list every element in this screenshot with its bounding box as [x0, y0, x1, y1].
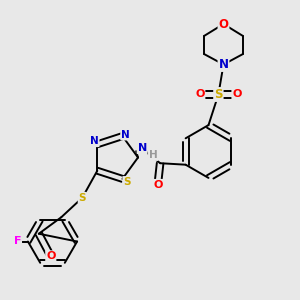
Text: S: S	[123, 177, 131, 187]
Text: S: S	[79, 193, 86, 203]
Text: N: N	[121, 130, 130, 140]
Text: O: O	[153, 180, 162, 190]
Text: N: N	[90, 136, 99, 146]
Text: H: H	[149, 150, 158, 160]
Text: S: S	[214, 88, 223, 101]
Text: F: F	[14, 236, 21, 247]
Text: O: O	[195, 89, 205, 100]
Text: O: O	[232, 89, 242, 100]
Text: N: N	[218, 58, 229, 71]
Text: N: N	[137, 143, 147, 153]
Text: O: O	[46, 251, 56, 261]
Text: O: O	[218, 17, 229, 31]
